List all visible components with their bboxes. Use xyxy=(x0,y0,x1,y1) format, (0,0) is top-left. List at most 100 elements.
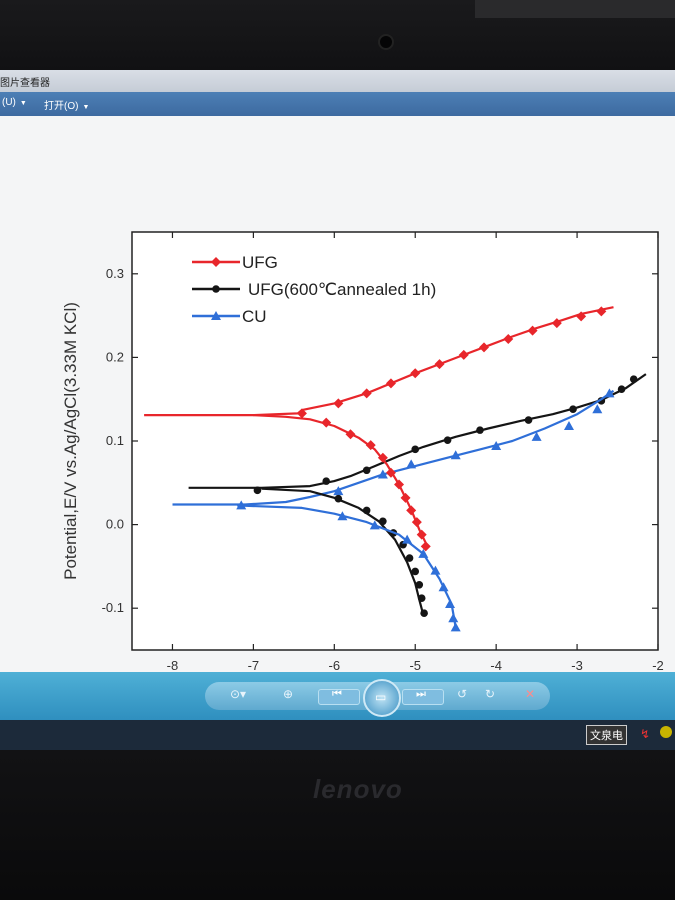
data-point xyxy=(253,486,262,495)
rotate-cw-icon[interactable]: ↻ xyxy=(485,687,496,701)
laptop-top-bezel xyxy=(0,0,675,70)
x-tick-label: -4 xyxy=(490,658,502,672)
fit-icon[interactable]: ⊕ xyxy=(283,687,294,701)
data-point xyxy=(450,450,461,460)
y-tick-label: 0.2 xyxy=(106,349,124,364)
data-point xyxy=(527,325,538,336)
data-point xyxy=(576,311,587,322)
data-point xyxy=(450,622,461,632)
data-point xyxy=(569,405,577,414)
data-point xyxy=(410,368,421,379)
data-point xyxy=(434,359,445,370)
data-point xyxy=(406,459,417,469)
data-point xyxy=(411,445,420,454)
data-point xyxy=(377,469,388,479)
data-point xyxy=(617,385,626,393)
data-point xyxy=(405,554,414,562)
bezel-top-strip xyxy=(475,0,675,18)
data-point xyxy=(438,582,449,592)
tray-network-icon[interactable]: ↯ xyxy=(640,727,651,741)
data-point xyxy=(524,416,533,424)
slideshow-icon: ▭ xyxy=(375,690,387,704)
data-point xyxy=(365,440,376,451)
tray-app-icon[interactable] xyxy=(660,726,672,738)
chevron-down-icon: ▼ xyxy=(82,104,90,111)
data-point xyxy=(448,613,459,623)
data-point xyxy=(458,349,469,360)
data-point xyxy=(531,431,542,441)
data-point xyxy=(362,466,371,475)
legend-label: CU xyxy=(242,307,267,326)
x-tick-label: -6 xyxy=(329,658,341,672)
data-point xyxy=(443,436,452,444)
plot-frame xyxy=(131,231,659,651)
legend-marker xyxy=(211,257,221,267)
data-point xyxy=(503,334,514,345)
data-point xyxy=(369,520,380,530)
menu-bar: (U) ▼ 打开(O) ▼ xyxy=(0,92,675,116)
data-point xyxy=(345,429,356,440)
data-point xyxy=(337,511,348,521)
y-tick-label: 0.1 xyxy=(106,433,124,448)
y-axis-label: Potential,E/V vs.Ag/AgCl(3.33M KCl) xyxy=(61,302,80,580)
data-point xyxy=(476,426,484,434)
taskbar: 文泉电 ↯ xyxy=(0,720,675,750)
data-point xyxy=(400,492,411,503)
data-point xyxy=(416,529,427,540)
x-tick-label: -7 xyxy=(248,658,260,672)
legend-label: UFG xyxy=(242,253,278,272)
polarization-chart: -8-7-6-5-4-3-2-0.10.00.10.20.3Current de… xyxy=(61,231,664,672)
series-line-3 xyxy=(253,414,429,547)
menu-item-open-label: 打开(O) xyxy=(44,101,79,112)
data-point xyxy=(406,505,417,516)
screen: 图片查看器 (U) ▼ 打开(O) ▼ -8 -7 -6 -5 -4 -3 -2 -0.1 0.0 0… xyxy=(0,70,675,750)
menu-item-1-label: (U) xyxy=(2,97,16,108)
legend-label: UFG(600℃annealed 1h) xyxy=(248,280,436,299)
ime-indicator[interactable]: 文泉电 xyxy=(586,725,627,745)
data-point xyxy=(445,599,456,609)
data-point xyxy=(604,388,615,398)
slideshow-button[interactable]: ▭ xyxy=(363,679,401,717)
data-point xyxy=(361,388,372,399)
data-point xyxy=(385,467,396,478)
x-tick-label: -2 xyxy=(652,658,664,672)
window-title: 图片查看器 xyxy=(0,78,50,89)
menu-item-open[interactable]: 打开(O) ▼ xyxy=(44,97,89,112)
prev-icon: ⏮ xyxy=(332,688,342,700)
next-button[interactable]: ⏭ xyxy=(402,688,444,705)
y-tick-label: 0.0 xyxy=(106,517,124,532)
series-line-1 xyxy=(188,373,647,489)
zoom-icon[interactable]: ⊙▾ xyxy=(230,687,247,701)
window-titlebar: 图片查看器 xyxy=(0,70,675,92)
data-point xyxy=(362,506,371,515)
data-point xyxy=(592,404,603,414)
prev-button[interactable]: ⏮ xyxy=(318,688,360,705)
data-point xyxy=(563,420,574,430)
menu-item-1[interactable]: (U) ▼ xyxy=(2,97,27,108)
y-tick-label: -0.1 xyxy=(102,600,124,615)
data-point xyxy=(551,318,562,329)
series-line-5 xyxy=(237,504,457,628)
data-point xyxy=(385,378,396,389)
data-point xyxy=(415,580,424,589)
data-point xyxy=(411,517,422,528)
rotate-ccw-icon[interactable]: ↺ xyxy=(457,687,468,701)
data-point xyxy=(296,408,307,419)
y-tick-label: 0.3 xyxy=(106,266,124,281)
next-icon: ⏭ xyxy=(416,688,426,700)
data-point xyxy=(596,306,607,317)
data-point xyxy=(322,477,331,485)
data-point xyxy=(411,567,420,576)
data-point xyxy=(479,342,490,353)
delete-icon[interactable]: ✕ xyxy=(525,687,536,701)
x-tick-label: -3 xyxy=(571,658,583,672)
legend-marker xyxy=(211,311,221,320)
data-point xyxy=(629,375,638,383)
data-point xyxy=(420,609,428,618)
data-point xyxy=(379,517,387,526)
data-point xyxy=(491,441,502,451)
x-tick-label: -8 xyxy=(167,658,179,672)
data-point xyxy=(418,548,429,558)
data-point xyxy=(333,398,344,409)
chevron-down-icon: ▼ xyxy=(19,100,27,107)
